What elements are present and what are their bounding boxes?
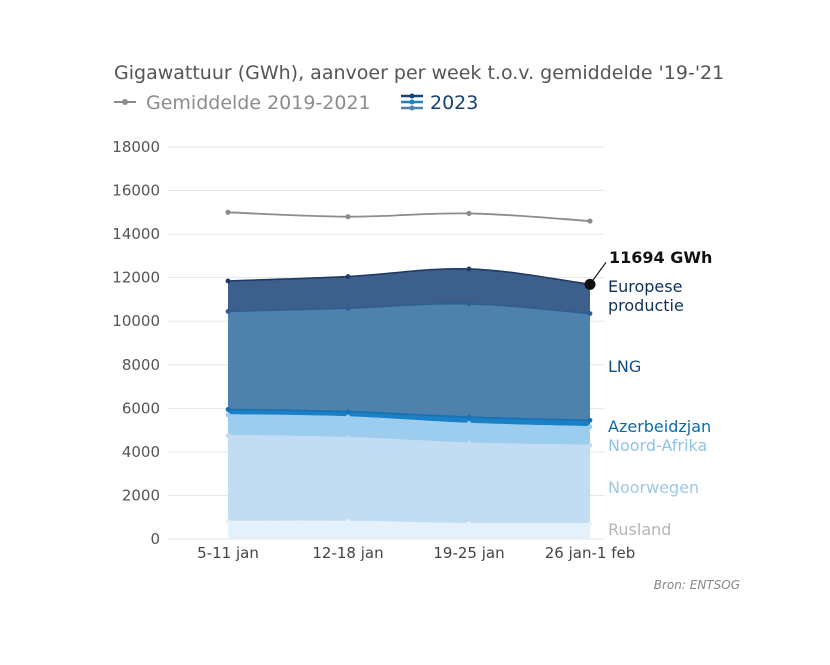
edge-azerbeidzjan	[227, 408, 591, 422]
point-lng	[345, 305, 351, 311]
point-noorwegen	[345, 435, 351, 441]
x-tick-label: 26 jan-1 feb	[545, 544, 635, 562]
y-tick-label: 10000	[112, 312, 160, 330]
point-rusland	[345, 519, 351, 524]
x-tick-label: 5-11 jan	[197, 544, 259, 562]
x-tick-label: 12-18 jan	[312, 544, 383, 562]
edge-rusland	[227, 520, 591, 525]
y-tick-label: 6000	[122, 399, 160, 417]
point-noord-afrika	[587, 424, 593, 430]
point-lng	[587, 311, 593, 316]
edge-noord-afrika	[227, 414, 591, 428]
y-tick-label: 14000	[112, 225, 160, 243]
y-tick-label: 8000	[122, 356, 160, 374]
point-noorwegen	[225, 433, 231, 438]
edge-lng	[227, 302, 591, 315]
point-lng	[466, 301, 472, 307]
total-callout: 11694 GWh	[584, 248, 712, 290]
average-point	[225, 209, 231, 215]
y-tick-label: 12000	[112, 269, 160, 287]
y-tick-label: 0	[150, 530, 160, 548]
y-tick-label: 18000	[112, 138, 160, 156]
source-note: Bron: ENTSOG	[654, 578, 740, 592]
point-noorwegen	[466, 440, 472, 446]
label-noorwegen: Noorwegen	[608, 478, 699, 497]
label-noord-afrika: Noord-Afrika	[608, 436, 707, 455]
legend-2023-label: 2023	[430, 92, 478, 114]
area-noord-afrika	[228, 414, 590, 446]
y-tick-label: 2000	[122, 486, 160, 504]
edge-europese-productie	[227, 267, 591, 286]
legend-item-average: Gemiddelde 2019-2021	[114, 92, 371, 114]
series-labels: Europese productie LNG Azerbeidzjan Noor…	[608, 277, 711, 539]
point-rusland	[466, 521, 472, 527]
label-azerbeidzjan: Azerbeidzjan	[608, 417, 711, 436]
average-point	[345, 214, 351, 220]
average-line	[227, 211, 591, 222]
chart-title: Gigawattuur (GWh), aanvoer per week t.o.…	[114, 62, 724, 84]
label-europese-line2: productie	[608, 296, 684, 315]
point-lng	[225, 309, 231, 314]
x-tick-label: 19-25 jan	[433, 544, 504, 562]
area-rusland	[228, 521, 590, 539]
label-europese-line1: Europese	[608, 277, 682, 296]
x-axis-ticks: 5-11 jan 12-18 jan 19-25 jan 26 jan-1 feb	[197, 544, 635, 562]
point-noorwegen	[587, 442, 593, 448]
point-europese-productie	[466, 266, 472, 272]
area-noorwegen	[228, 435, 590, 524]
average-point	[466, 210, 472, 217]
point-rusland	[225, 519, 231, 524]
point-azerbeidzjan	[466, 414, 472, 420]
area-lng	[228, 303, 590, 421]
y-axis-ticks: 0 2000 4000 6000 8000 10000 12000 14000 16000 180…	[112, 138, 160, 548]
legend-item-2023: 2023	[401, 92, 478, 114]
edge-noorwegen	[227, 434, 591, 447]
point-europese-productie	[225, 278, 231, 284]
callout-dot	[584, 278, 596, 290]
point-azerbeidzjan	[345, 409, 351, 414]
point-rusland	[587, 521, 593, 527]
legend: Gemiddelde 2019-2021 2023	[114, 92, 478, 114]
legend-average-label: Gemiddelde 2019-2021	[146, 92, 371, 114]
point-noord-afrika	[225, 412, 231, 418]
label-rusland: Rusland	[608, 520, 671, 539]
point-noord-afrika	[466, 421, 472, 426]
callout-label: 11694 GWh	[609, 248, 712, 267]
average-series	[225, 209, 593, 224]
legend-average-dot-icon	[122, 99, 128, 105]
label-lng: LNG	[608, 357, 641, 376]
legend-2023-stack-icon	[401, 93, 423, 111]
area-europese-productie	[228, 268, 590, 314]
point-europese-productie	[345, 274, 351, 279]
y-tick-label: 16000	[112, 182, 160, 200]
point-azerbeidzjan	[587, 417, 593, 423]
stacked-areas	[225, 266, 593, 539]
point-azerbeidzjan	[225, 407, 231, 412]
average-point	[587, 218, 593, 224]
y-tick-label: 4000	[122, 443, 160, 461]
point-noord-afrika	[345, 414, 351, 420]
area-azerbeidzjan	[228, 409, 590, 427]
